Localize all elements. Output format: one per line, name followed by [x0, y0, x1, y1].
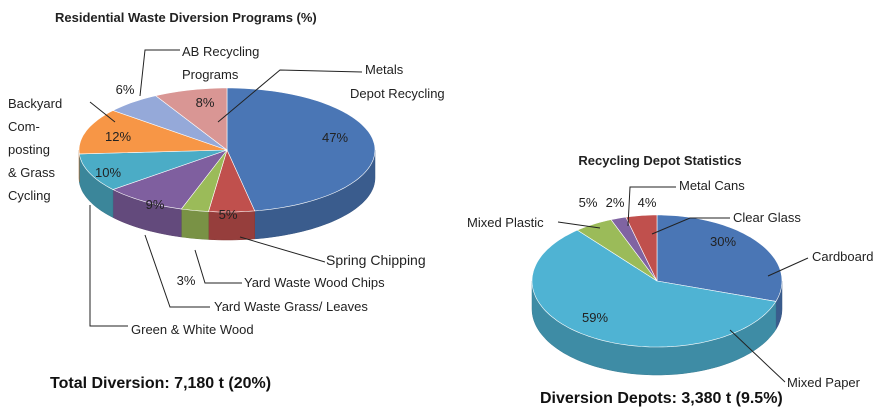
- slice-value-label: 59%: [582, 310, 608, 325]
- pie-slice: [180, 149, 228, 212]
- pie-slice: [226, 87, 376, 212]
- slice-value-label: 2%: [606, 195, 625, 210]
- leader-line: [139, 49, 180, 97]
- slice-value-label: 5%: [579, 195, 598, 210]
- leader-line: [144, 234, 210, 308]
- leader-line: [557, 221, 601, 229]
- slice-category-label: Yard Waste Wood Chips: [244, 275, 385, 290]
- slice-category-label: Spring Chipping: [326, 252, 426, 268]
- pie-slice: [208, 149, 256, 213]
- slice-value-label: 4%: [638, 195, 657, 210]
- leader-line: [767, 257, 809, 277]
- leader-line: [89, 101, 116, 123]
- pie-slice: [112, 149, 228, 210]
- pie-slice: [576, 219, 658, 282]
- leader-line: [627, 186, 676, 227]
- leader-line: [194, 249, 242, 284]
- slice-category-label: Cardboard: [812, 249, 873, 264]
- slice-category-label: Mixed Paper: [787, 375, 861, 390]
- slice-category-label: Yard Waste Grass/ Leaves: [214, 299, 368, 314]
- slice-category-label: Green & White Wood: [131, 322, 254, 337]
- slice-category-label: Clear Glass: [733, 210, 801, 225]
- slice-value-label: 3%: [177, 273, 196, 288]
- slice-category-label: Depot Recycling: [350, 86, 445, 101]
- leader-line: [729, 329, 786, 383]
- chart-caption: Total Diversion: 7,180 t (20%): [50, 375, 271, 392]
- pie-slice: [78, 149, 228, 190]
- slice-category-label: Mixed Plastic: [467, 215, 544, 230]
- slice-value-label: 6%: [116, 82, 135, 97]
- slice-value-label: 5%: [219, 207, 238, 222]
- chart-title: Recycling Depot Statistics: [578, 153, 741, 168]
- slice-value-label: 47%: [322, 130, 348, 145]
- slice-category-label: Metal Cans: [679, 178, 745, 193]
- slice-value-label: 8%: [196, 95, 215, 110]
- leader-line: [239, 236, 326, 263]
- slice-category-label: AB Recycling Programs: [182, 44, 259, 82]
- slice-category-label: Metals: [365, 62, 404, 77]
- slice-value-label: 9%: [146, 197, 165, 212]
- leader-line: [217, 69, 363, 123]
- leader-line: [89, 205, 128, 327]
- pie-slice: [78, 110, 228, 155]
- slice-value-label: 12%: [105, 129, 131, 144]
- slice-value-label: 30%: [710, 234, 736, 249]
- pie-slice-side: [181, 208, 209, 240]
- pie-slice: [112, 95, 228, 151]
- pie-slice: [155, 87, 228, 151]
- chart-title: Residential Waste Diversion Programs (%): [55, 10, 317, 25]
- slice-value-label: 10%: [95, 165, 121, 180]
- leader-line: [651, 217, 730, 235]
- slice-category-label: Backyard Com-posting & Grass Cycling: [8, 96, 62, 203]
- chart-caption: Diversion Depots: 3,380 t (9.5%): [540, 390, 783, 407]
